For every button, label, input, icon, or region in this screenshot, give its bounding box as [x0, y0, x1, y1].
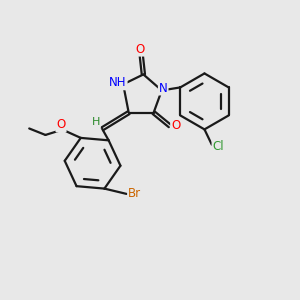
Text: NH: NH: [109, 76, 127, 89]
Text: N: N: [159, 82, 168, 94]
Text: O: O: [135, 43, 144, 56]
Text: O: O: [171, 119, 180, 132]
Text: Cl: Cl: [212, 140, 224, 153]
Text: H: H: [92, 117, 100, 128]
Text: O: O: [56, 118, 66, 131]
Text: Br: Br: [128, 188, 141, 200]
